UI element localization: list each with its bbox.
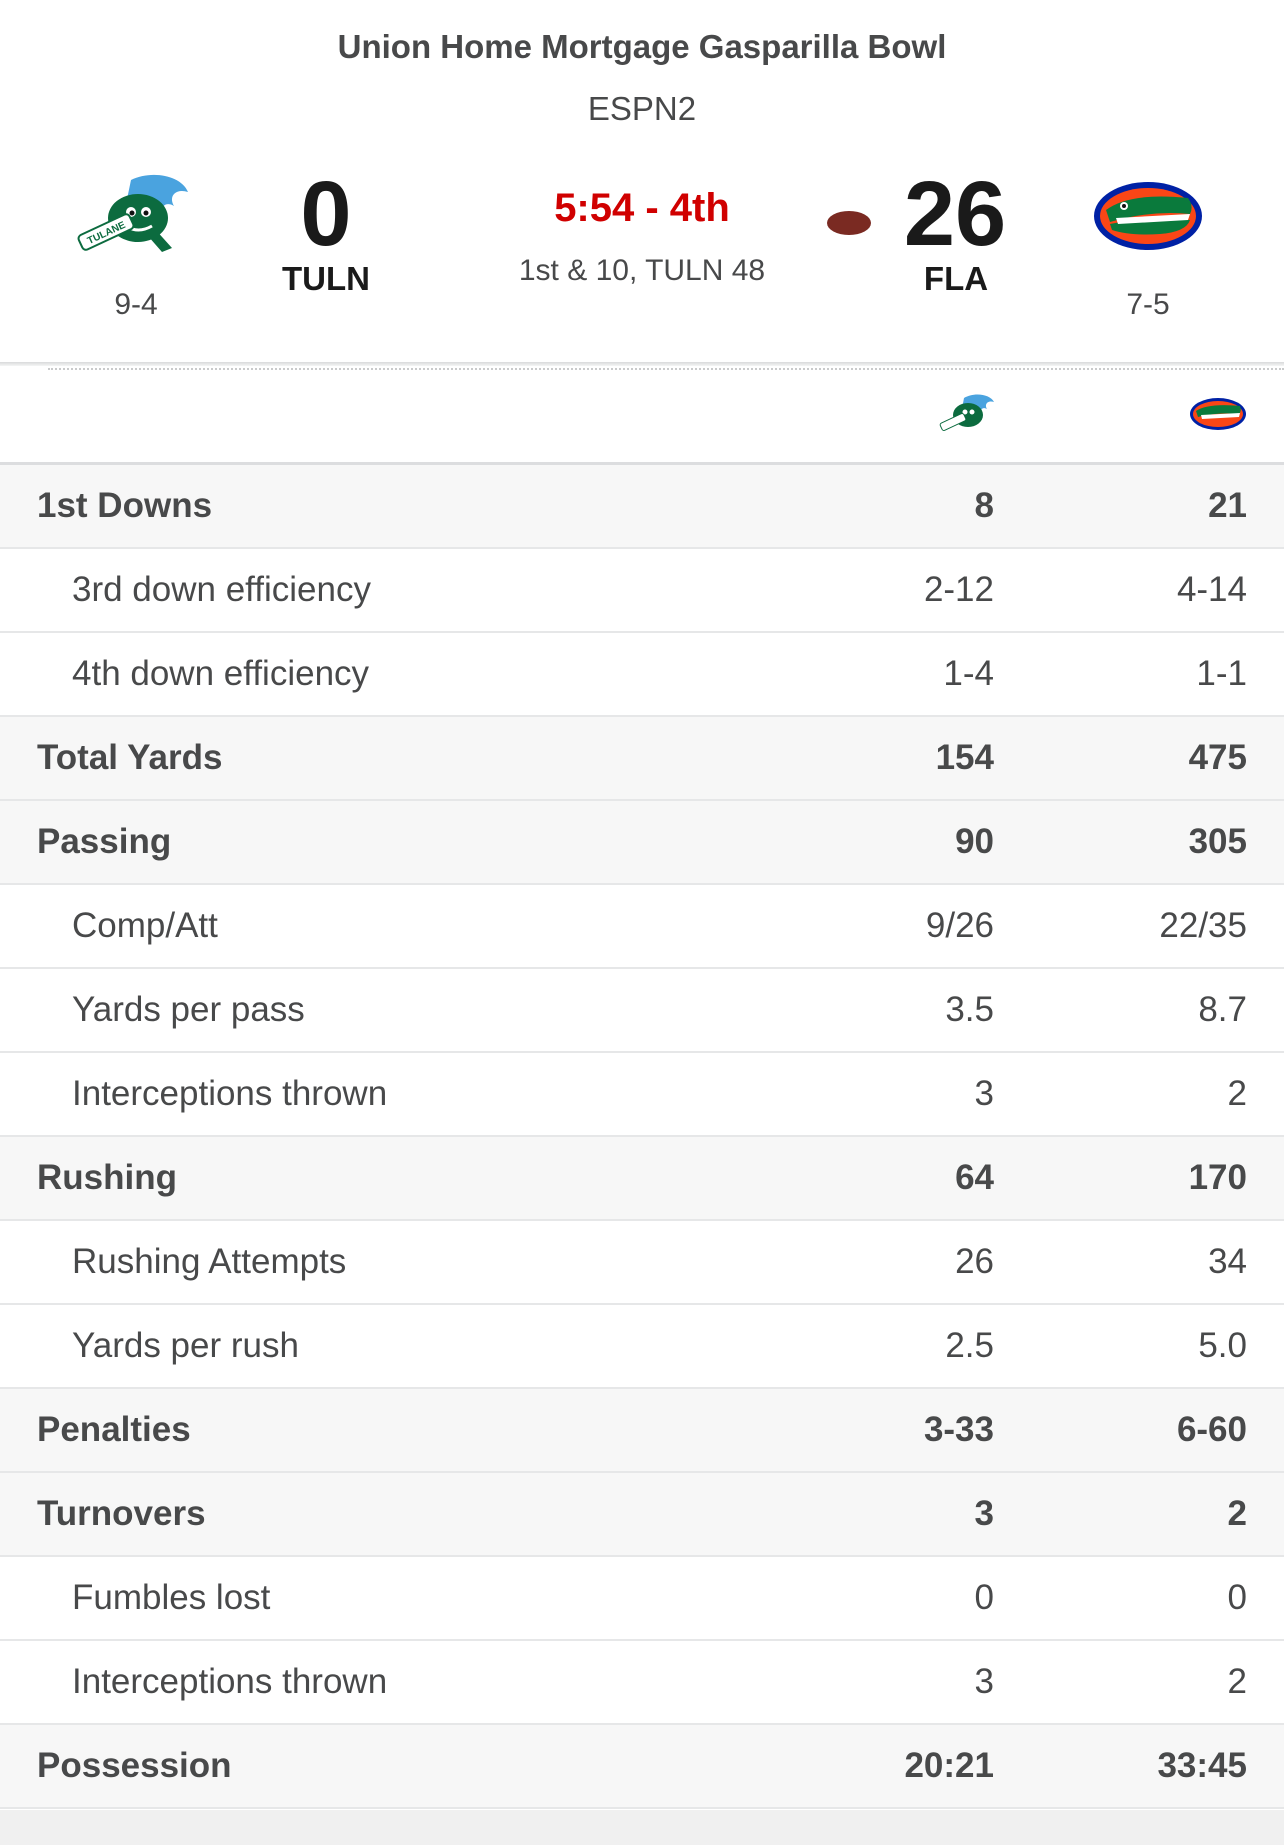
stat-row: Total Yards 154 475 xyxy=(0,717,1284,801)
home-stat-value: 3 xyxy=(974,1074,994,1113)
stat-label: Passing xyxy=(37,822,172,861)
stats-team-header xyxy=(0,370,1284,465)
stat-row: Rushing Attempts 26 34 xyxy=(0,1221,1284,1305)
network-label: ESPN2 xyxy=(587,90,697,127)
home-record: 9-4 xyxy=(114,288,158,321)
away-stat-value: 2 xyxy=(1227,1494,1247,1533)
home-stat-value: 20:21 xyxy=(904,1746,994,1785)
home-abbreviation[interactable]: TULN xyxy=(282,260,370,297)
stat-row: Interceptions thrown 3 2 xyxy=(0,1641,1284,1725)
football-possession-icon xyxy=(826,208,872,238)
stat-label: Rushing Attempts xyxy=(72,1242,347,1281)
away-stat-value: 170 xyxy=(1188,1158,1247,1197)
florida-gators-icon xyxy=(1188,392,1248,436)
stat-label: Total Yards xyxy=(37,738,223,777)
home-stat-value: 8 xyxy=(974,486,994,525)
home-stat-value: 2-12 xyxy=(923,570,994,609)
stat-row: Rushing 64 170 xyxy=(0,1137,1284,1221)
florida-gators-icon[interactable] xyxy=(1090,170,1210,270)
away-stat-value: 6-60 xyxy=(1176,1410,1247,1449)
home-stat-value: 64 xyxy=(955,1158,994,1197)
stat-row: Passing 90 305 xyxy=(0,801,1284,885)
stat-label: 3rd down efficiency xyxy=(72,570,371,609)
stat-label: Yards per pass xyxy=(72,990,305,1029)
away-record: 7-5 xyxy=(1126,288,1170,321)
stat-label: Comp/Att xyxy=(72,906,218,945)
away-stat-value: 8.7 xyxy=(1198,990,1247,1029)
stat-label: Yards per rush xyxy=(72,1326,299,1365)
away-stat-value: 21 xyxy=(1208,486,1247,525)
stat-row: Interceptions thrown 3 2 xyxy=(0,1053,1284,1137)
away-stat-value: 4-14 xyxy=(1176,570,1247,609)
away-abbreviation[interactable]: FLA xyxy=(923,260,989,297)
stat-row: Yards per pass 3.5 8.7 xyxy=(0,969,1284,1053)
stat-label: 1st Downs xyxy=(37,486,213,525)
bowl-title: Union Home Mortgage Gasparilla Bowl xyxy=(337,28,947,65)
stat-row: Turnovers 3 2 xyxy=(0,1473,1284,1557)
stat-row: Comp/Att 9/26 22/35 xyxy=(0,885,1284,969)
stat-label: Penalties xyxy=(37,1410,191,1449)
home-stat-value: 3 xyxy=(974,1662,994,1701)
away-score: 26 xyxy=(903,163,1007,265)
header-divider xyxy=(0,362,1284,366)
home-stat-value: 1-4 xyxy=(943,654,994,693)
stat-row: Penalties 3-33 6-60 xyxy=(0,1389,1284,1473)
away-stat-value: 34 xyxy=(1208,1242,1247,1281)
away-stat-value: 33:45 xyxy=(1157,1746,1247,1785)
tulane-green-wave-icon[interactable]: TULANE xyxy=(76,170,196,270)
home-stat-value: 90 xyxy=(955,822,994,861)
home-stat-value: 154 xyxy=(935,738,994,777)
away-stat-value: 305 xyxy=(1188,822,1247,861)
away-stat-value: 2 xyxy=(1227,1662,1247,1701)
stat-label: Turnovers xyxy=(37,1494,206,1533)
bottom-strip xyxy=(0,1810,1284,1845)
stat-row: Possession 20:21 33:45 xyxy=(0,1725,1284,1809)
home-stat-value: 0 xyxy=(974,1578,994,1617)
away-stat-value: 22/35 xyxy=(1159,906,1247,945)
stat-row: Fumbles lost 0 0 xyxy=(0,1557,1284,1641)
stat-label: 4th down efficiency xyxy=(72,654,370,693)
tulane-green-wave-icon xyxy=(938,392,998,436)
home-stat-value: 3-33 xyxy=(923,1410,994,1449)
away-stat-value: 5.0 xyxy=(1198,1326,1247,1365)
away-stat-value: 0 xyxy=(1227,1578,1247,1617)
team-stats-table: 1st Downs 8 21 3rd down efficiency 2-12 4-14 4… xyxy=(0,465,1284,1809)
away-stat-value: 2 xyxy=(1227,1074,1247,1113)
game-header: Union Home Mortgage Gasparilla Bowl ESPN… xyxy=(0,0,1284,362)
home-stat-value: 2.5 xyxy=(945,1326,994,1365)
stat-label: Rushing xyxy=(37,1158,177,1197)
stat-label: Interceptions thrown xyxy=(72,1662,388,1701)
stat-row: 1st Downs 8 21 xyxy=(0,465,1284,549)
game-clock: 5:54 - 4th xyxy=(554,186,730,230)
away-stat-value: 475 xyxy=(1188,738,1247,777)
down-and-distance: 1st & 10, TULN 48 xyxy=(518,254,766,287)
home-stat-value: 9/26 xyxy=(925,906,994,945)
home-stat-value: 3 xyxy=(974,1494,994,1533)
away-stat-value: 1-1 xyxy=(1196,654,1247,693)
stat-label: Fumbles lost xyxy=(72,1578,271,1617)
home-stat-value: 26 xyxy=(955,1242,994,1281)
home-stat-value: 3.5 xyxy=(945,990,994,1029)
stat-label: Interceptions thrown xyxy=(72,1074,388,1113)
home-score: 0 xyxy=(300,163,352,265)
dotted-divider xyxy=(48,368,1284,370)
stat-row: 3rd down efficiency 2-12 4-14 xyxy=(0,549,1284,633)
stat-label: Possession xyxy=(37,1746,232,1785)
stat-row: Yards per rush 2.5 5.0 xyxy=(0,1305,1284,1389)
stat-row: 4th down efficiency 1-4 1-1 xyxy=(0,633,1284,717)
